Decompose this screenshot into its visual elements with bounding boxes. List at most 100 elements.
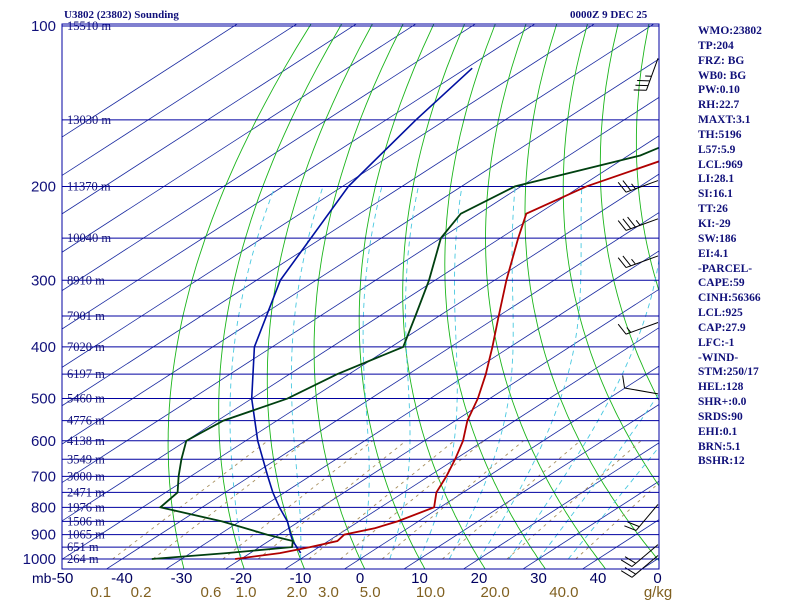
temperature-tick-label: -40 [111,570,133,587]
height-label: 7901 m [67,309,105,323]
isotherm-line [62,173,659,560]
wind-barb [617,255,659,269]
height-label: 5460 m [67,392,105,406]
stat-item: MAXT:3.1 [698,114,751,127]
pressure-label: 200 [31,178,56,195]
isobar-lines [62,25,659,560]
stat-item: FRZ: BG [698,54,745,67]
stat-item: TT:26 [698,203,728,216]
wind-barb-flag [617,323,627,335]
temperature-tick-label: 20 [471,570,488,587]
dewpoint-trace [151,146,659,560]
pressure-label: 600 [31,433,56,450]
wind-barb-staff [624,387,659,395]
wind-barb-staff [625,255,659,269]
isotherm-line [105,212,659,569]
stat-item: LI:28.1 [698,173,735,186]
plot-frame [61,23,660,570]
stat-item: KI:-29 [698,217,731,230]
stat-item: LCL:925 [698,307,743,320]
height-label: 2471 m [67,485,105,499]
stat-item: BRN:5.1 [698,440,741,453]
wind-barb [617,322,659,335]
mixing-ratio-label: 5.0 [360,584,381,600]
isotherm-line [165,250,659,569]
stat-item: LCL:969 [698,158,743,171]
pressure-label: 700 [31,468,56,485]
height-label: 1976 m [67,500,105,514]
stat-item: SW:186 [698,232,737,245]
wind-barb-flag [617,257,627,268]
pressure-label: 100 [31,18,56,35]
mixing-ratio-label: 10.0 [416,584,445,600]
height-label: 3549 m [67,452,105,466]
isotherm-line [224,288,659,569]
stat-item: STM:250/17 [698,366,759,379]
wind-barb-staff [635,504,659,531]
stat-item: L57:5.9 [698,143,736,156]
wind-barb-flag [617,181,627,193]
wind-barb-half-flag [631,183,636,190]
isotherm-line [284,327,659,569]
temperature-trace [234,160,659,560]
stat-item: WB0: BG [698,69,747,82]
height-label: 10040 m [67,231,111,245]
wind-barb [624,504,659,531]
height-label: 1506 m [67,514,105,528]
mixing-ratio-line [308,440,455,560]
temperature-tick-label: -10 [290,570,312,587]
moist-adiabat-line [508,256,659,560]
mixing-ratio-label: 40.0 [549,584,578,600]
isotherm-line [403,404,659,569]
height-label: 4776 m [67,414,105,428]
wind-barb-flag [620,570,633,578]
isotherm-line [62,24,655,407]
mixing-ratio-label: 0.1 [90,584,111,600]
mixing-ratio-label: 20.0 [480,584,509,600]
temperature-tick-label: -30 [171,570,193,587]
mixing-ratio-label: 3.0 [318,584,339,600]
stat-item: HEL:128 [698,381,744,394]
height-label: 1065 m [67,528,105,542]
isotherm-line [62,24,298,176]
stat-item: CINH:56366 [698,292,761,305]
wind-barb [617,216,659,231]
stat-item: CAP:27.9 [698,321,746,334]
valid-time: 0000Z 9 DEC 25 [570,9,648,21]
pressure-label: 1000 [23,551,56,568]
height-label: 7020 m [67,340,105,354]
wind-barb [617,180,659,193]
wind-barb [633,58,659,91]
wind-barb-flag [622,255,632,267]
mixing-ratio-unit: g/kg [644,584,672,600]
wind-barb-flag [620,559,633,567]
temperature-tick-label: -20 [230,570,252,587]
wind-barb-staff [631,544,659,567]
temperature-tick-label: 10 [411,570,428,587]
wind-barb-flag [622,375,626,389]
wind-barb-staff [625,180,659,193]
units-label: mb [32,570,52,586]
mixing-ratio-label: 1.0 [236,584,257,600]
mixing-ratio-line [340,440,485,560]
stat-item: -WIND- [698,351,739,364]
wind-barb-staff [625,322,659,335]
stat-item: CAPE:59 [698,277,745,290]
wind-barb-flag [627,521,640,528]
stat-item: PW:0.10 [698,84,740,97]
stat-item: TP:204 [698,39,734,52]
isotherm-line [462,442,659,569]
stat-item: SRDS:90 [698,410,743,423]
height-label: 264 m [67,552,99,566]
wind-barb-staff [645,58,659,91]
isotherm-line [62,58,659,445]
isotherm-line [62,24,476,292]
stat-item: TH:5196 [698,128,742,141]
stat-item: WMO:23802 [698,25,762,37]
pressure-label: 900 [31,527,56,544]
wind-barb-half-flag [631,258,636,265]
pressure-label: 400 [31,339,56,356]
wind-barb-flag [622,180,632,191]
wind-barb-flag [627,216,636,228]
